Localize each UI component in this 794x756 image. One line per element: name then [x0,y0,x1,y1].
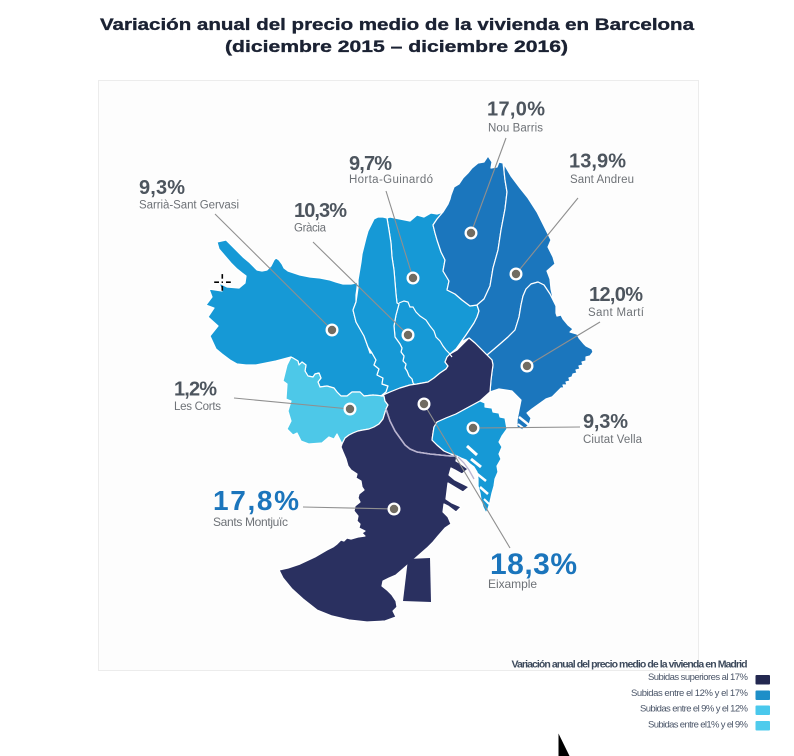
svg-text:9,3%: 9,3% [139,177,185,199]
svg-text:Sant Martí: Sant Martí [588,307,645,319]
svg-text:10,3%: 10,3% [294,200,347,222]
svg-text:Sant Andreu: Sant Andreu [570,174,634,186]
svg-text:Eixample: Eixample [488,577,537,591]
svg-text:Horta-Guinardó: Horta-Guinardó [349,174,433,186]
svg-text:Subidas entre el 9% y el 12%: Subidas entre el 9% y el 12% [640,704,749,715]
svg-text:Variación anual del precio med: Variación anual del precio medio de la v… [512,659,748,671]
svg-text:Sarrià-Sant Gervasi: Sarrià-Sant Gervasi [139,200,239,212]
svg-text:Subidas entre el1% y el 9%: Subidas entre el1% y el 9% [648,720,749,731]
svg-text:12,0%: 12,0% [589,284,643,306]
svg-text:Subidas entre el 12% y el 17%: Subidas entre el 12% y el 17% [631,688,749,699]
svg-text:(diciembre 2015 – diciembre 20: (diciembre 2015 – diciembre 2016) [225,37,568,56]
svg-text:Gràcia: Gràcia [294,223,327,235]
svg-text:Subidas superiores al 17%: Subidas superiores al 17% [648,672,749,683]
svg-text:13,9%: 13,9% [569,151,626,173]
svg-text:1,2%: 1,2% [174,379,217,401]
svg-text:17,8%: 17,8% [213,485,299,516]
svg-text:18,3%: 18,3% [490,548,577,581]
svg-text:Variación anual del precio med: Variación anual del precio medio de la v… [100,15,695,34]
svg-text:Ciutat Vella: Ciutat Vella [583,434,643,446]
svg-text:17,0%: 17,0% [487,99,545,121]
svg-text:9,3%: 9,3% [583,411,628,433]
svg-text:Nou Barris: Nou Barris [488,123,543,135]
svg-text:9,7%: 9,7% [349,153,392,175]
svg-text:Les Corts: Les Corts [174,401,221,413]
svg-text:Sants Montjuïc: Sants Montjuïc [213,515,288,529]
